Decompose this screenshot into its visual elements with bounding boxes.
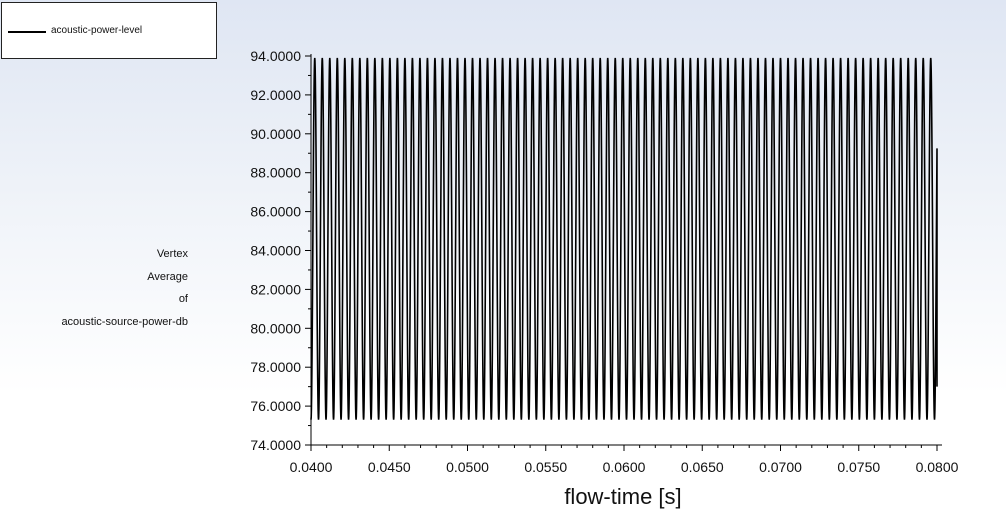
x-tick-label: 0.0650 [681,459,724,475]
x-tick-label: 0.0550 [524,459,567,475]
y-tick-label: 74.0000 [250,437,301,453]
y-axis-label-line: of [178,293,188,305]
y-tick-label: 82.0000 [250,281,301,297]
y-axis-label-line: Average [147,270,188,283]
y-tick-label: 90.0000 [250,126,301,142]
x-tick-label: 0.0400 [290,459,333,475]
x-tick-label: 0.0700 [759,459,802,475]
y-tick-label: 88.0000 [250,165,301,181]
y-tick-label: 94.0000 [250,48,301,64]
x-tick-label: 0.0800 [916,459,959,475]
legend-swatch [8,31,46,33]
x-tick-label: 0.0600 [603,459,646,475]
y-tick-label: 78.0000 [250,359,301,375]
x-tick-label: 0.0450 [368,459,411,475]
y-tick-label: 86.0000 [250,204,301,220]
series-line [310,57,938,420]
y-axis-label-line: Vertex [156,248,188,260]
y-tick-label: 76.0000 [250,398,301,414]
y-tick-label: 80.0000 [250,320,301,336]
y-tick-label: 92.0000 [250,87,301,103]
y-axis-label: Vertex Average of acoustic-source-power-… [10,243,188,333]
legend: acoustic-power-level [1,2,217,59]
x-axis-label: flow-time [s] [564,484,682,509]
y-tick-label: 84.0000 [250,243,301,259]
legend-label: acoustic-power-level [51,25,143,36]
x-tick-label: 0.0750 [837,459,880,475]
x-tick-label: 0.0500 [446,459,489,475]
y-axis-label-line: acoustic-source-power-db [61,315,188,328]
